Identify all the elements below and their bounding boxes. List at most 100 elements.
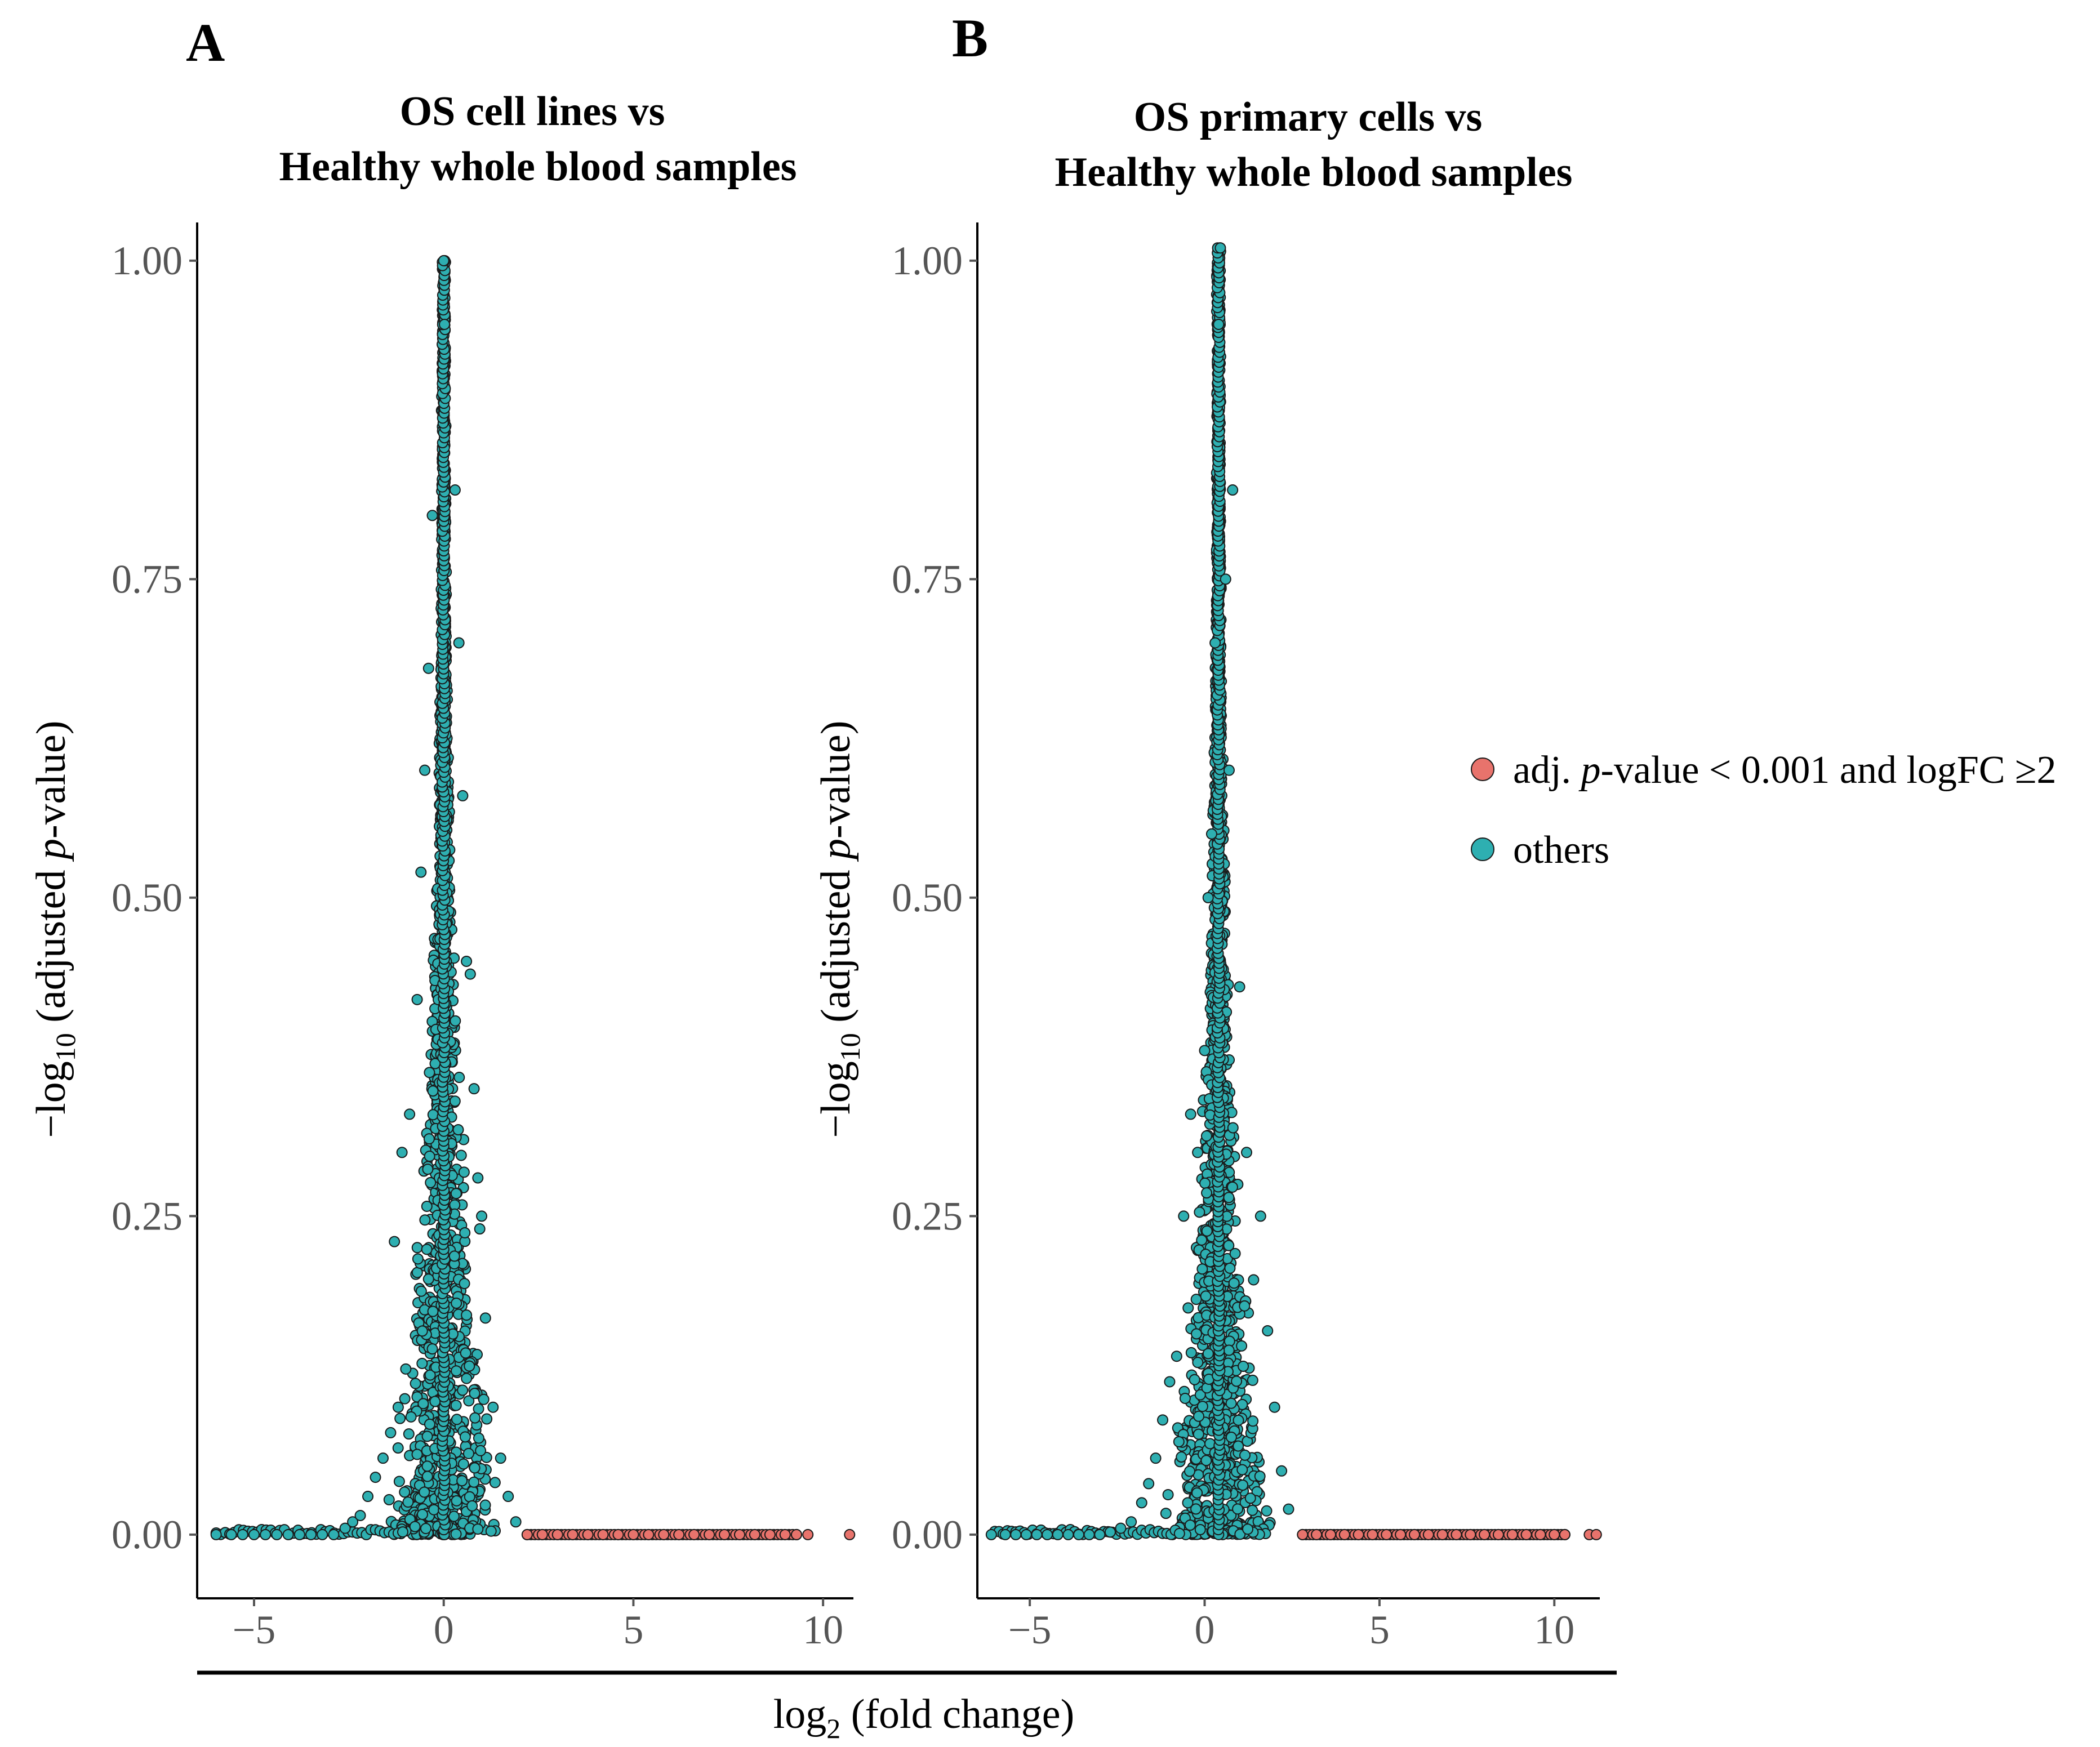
point-others-b: [999, 1528, 1011, 1540]
point-others-a: [427, 1109, 439, 1121]
point-significant-b: [1479, 1528, 1491, 1540]
panel-letter-a: A: [186, 12, 225, 73]
point-others-a: [460, 1347, 471, 1359]
point-others-a: [399, 1486, 411, 1498]
y-tick-label-b: 0.00: [892, 1512, 963, 1557]
point-significant-b: [1436, 1528, 1448, 1540]
point-others-b: [1073, 1528, 1085, 1540]
point-others-b: [1094, 1528, 1106, 1540]
point-others-a: [450, 1400, 462, 1411]
point-others-a: [456, 1475, 468, 1487]
point-significant-a: [719, 1528, 731, 1540]
points-a: [210, 255, 856, 1540]
point-others-a: [475, 1445, 487, 1456]
legend-label-others: others: [1513, 828, 1609, 872]
point-others-a: [457, 1458, 469, 1470]
point-others-a: [405, 1411, 417, 1423]
point-others-a: [411, 993, 423, 1005]
point-others-b: [1229, 1247, 1241, 1259]
point-others-b: [1193, 1428, 1204, 1440]
point-others-a: [425, 1176, 437, 1188]
panel-a-title-line2: Healthy whole blood samples: [279, 144, 797, 190]
point-others-a: [462, 1447, 474, 1459]
point-others-b: [1236, 1464, 1248, 1476]
point-others-b: [1194, 1389, 1206, 1401]
point-others-a: [450, 1188, 462, 1200]
point-others-a: [293, 1528, 305, 1540]
point-significant-a: [597, 1528, 609, 1540]
x-tick-label-a: 0: [434, 1607, 454, 1652]
point-others-b: [1192, 1357, 1204, 1369]
point-others-b: [1232, 1503, 1244, 1515]
y-tick-label-b: 0.75: [892, 556, 963, 601]
point-others-b: [1248, 1274, 1260, 1286]
y-tick-label-a: 0.00: [112, 1512, 183, 1557]
point-others-b: [1205, 828, 1217, 840]
point-others-b: [1247, 1415, 1259, 1427]
point-others-b: [1213, 318, 1225, 330]
point-others-a: [396, 1147, 408, 1158]
point-others-a: [419, 764, 431, 776]
point-significant-a: [521, 1528, 533, 1540]
point-others-a: [392, 1401, 404, 1413]
shared-x-axis-title: log2 (fold change): [773, 1691, 1075, 1744]
point-others-b: [1042, 1528, 1053, 1540]
point-others-b: [1225, 1397, 1237, 1409]
point-others-b: [1224, 1262, 1236, 1274]
point-others-a: [464, 968, 476, 980]
point-others-b: [1201, 1187, 1213, 1199]
point-others-a: [469, 1462, 480, 1474]
point-others-b: [1231, 1375, 1243, 1387]
point-others-b: [1083, 1528, 1095, 1540]
point-significant-a: [658, 1528, 670, 1540]
point-others-a: [510, 1516, 522, 1528]
point-others-a: [421, 1470, 433, 1482]
y-tick-label-b: 0.50: [892, 875, 963, 920]
point-significant-a: [779, 1528, 791, 1540]
y-axis-title-a: −log10 (adjusted p-value): [28, 720, 81, 1138]
point-others-a: [419, 1214, 431, 1226]
point-others-a: [370, 1472, 381, 1483]
point-significant-a: [749, 1528, 760, 1540]
point-others-a: [453, 1072, 465, 1084]
point-others-b: [1190, 1294, 1202, 1305]
point-others-a: [450, 1015, 461, 1027]
point-others-b: [1209, 637, 1221, 649]
point-others-a: [426, 510, 438, 522]
point-others-a: [439, 318, 451, 330]
point-others-b: [1214, 242, 1226, 254]
point-others-a: [481, 1413, 493, 1425]
point-significant-b: [1590, 1528, 1602, 1540]
point-others-b: [1157, 1414, 1169, 1426]
y-tick-label-a: 0.75: [112, 556, 183, 601]
point-others-a: [489, 1477, 501, 1488]
point-others-a: [402, 1496, 414, 1508]
point-significant-b: [1465, 1528, 1476, 1540]
point-others-a: [461, 1309, 473, 1321]
point-others-a: [237, 1528, 248, 1540]
point-others-b: [1160, 1508, 1172, 1519]
x-tick-label-b: 5: [1369, 1607, 1390, 1652]
panel-a: A OS cell lines vs Healthy whole blood s…: [28, 12, 856, 1652]
point-others-a: [423, 1133, 435, 1145]
point-others-a: [400, 1363, 412, 1375]
point-significant-b: [1492, 1528, 1504, 1540]
point-others-a: [317, 1528, 328, 1540]
point-others-b: [1189, 1374, 1200, 1385]
point-others-b: [1244, 1492, 1256, 1504]
point-others-b: [1241, 1147, 1253, 1158]
point-significant-b: [1451, 1528, 1462, 1540]
point-others-a: [421, 1430, 433, 1442]
point-others-a: [260, 1528, 272, 1540]
point-others-b: [1173, 1527, 1185, 1539]
panel-b-title-line1: OS primary cells vs: [1134, 94, 1483, 140]
point-others-a: [412, 1253, 424, 1265]
point-others-a: [411, 1449, 423, 1460]
point-others-a: [479, 1312, 491, 1324]
point-others-b: [1173, 1436, 1185, 1447]
point-others-b: [1247, 1374, 1258, 1386]
plot-area-b: 0.00 0.25 0.50 0.75 1.00 −5 0 5 10: [892, 222, 1602, 1652]
panel-b-title-line2: Healthy whole blood samples: [1055, 149, 1573, 195]
point-others-b: [1185, 1347, 1197, 1358]
point-others-a: [487, 1401, 499, 1413]
